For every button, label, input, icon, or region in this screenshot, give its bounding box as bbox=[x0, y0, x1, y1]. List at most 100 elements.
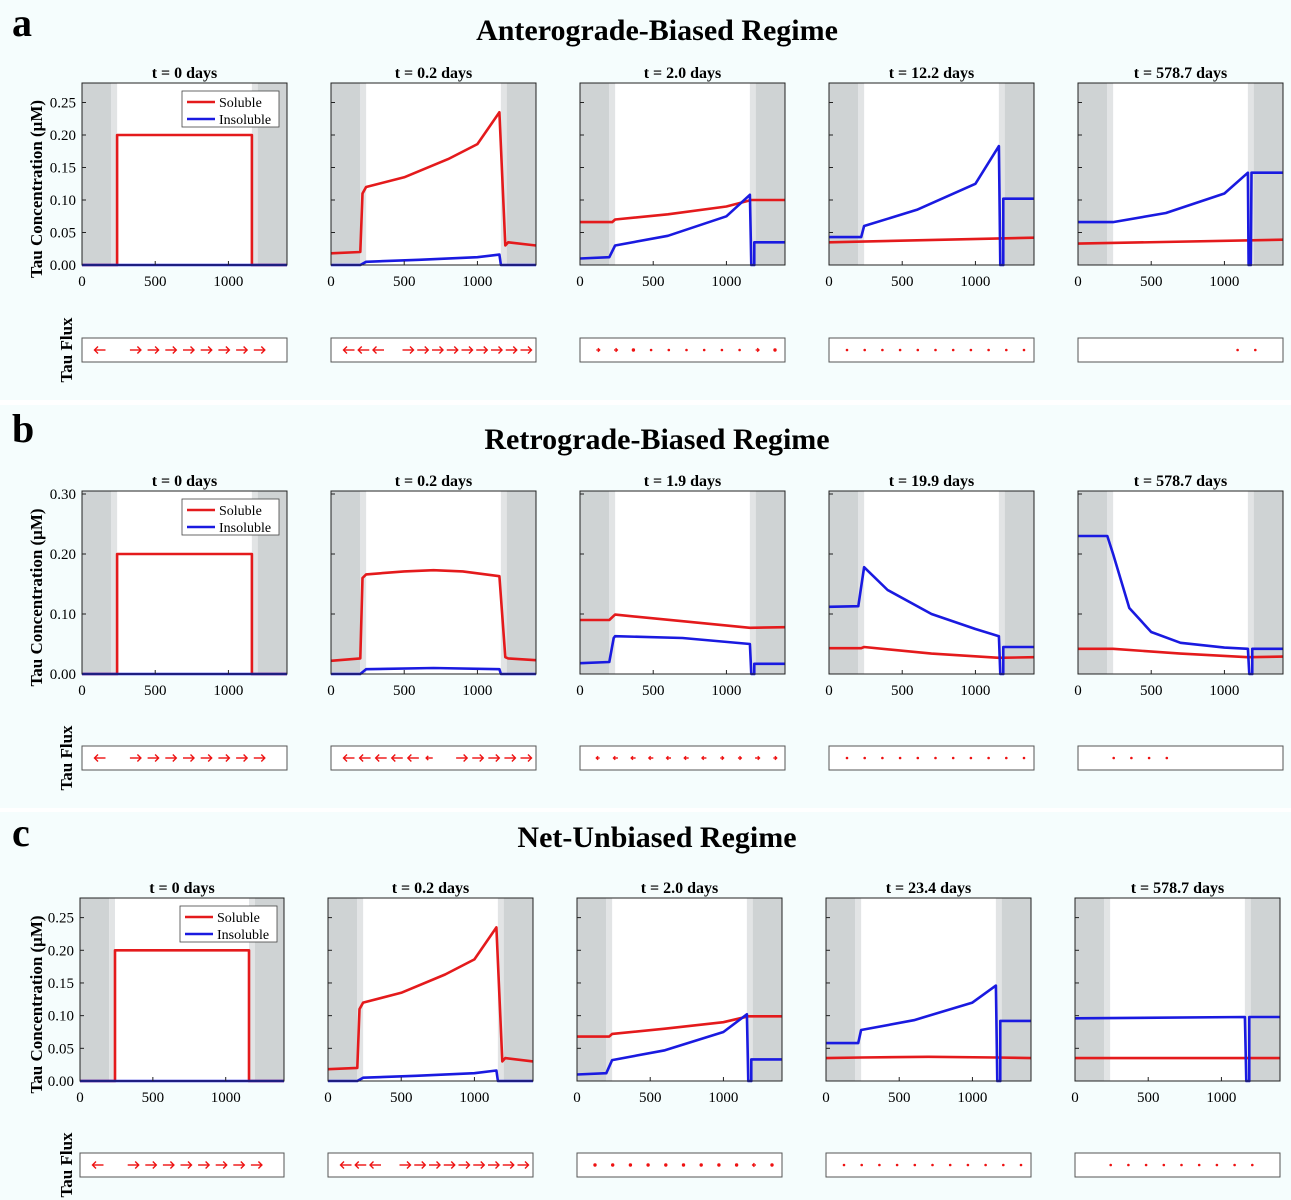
x-tick-label: 0 bbox=[78, 683, 86, 699]
flux-arrow-head bbox=[480, 1161, 486, 1169]
flux-arrow-head bbox=[511, 754, 517, 762]
flux-dot bbox=[667, 348, 671, 352]
flux-arrow-head bbox=[243, 754, 249, 762]
left-transition-region bbox=[609, 83, 616, 265]
flux-arrow-head bbox=[424, 346, 430, 354]
flux-dot bbox=[593, 1163, 597, 1167]
subplot: t = 12.2 days 0 500 1000 bbox=[825, 65, 1035, 363]
axes-frame bbox=[330, 490, 537, 675]
flux-dot bbox=[611, 1163, 615, 1167]
right-shade-region bbox=[752, 898, 782, 1081]
flux-dot bbox=[685, 348, 688, 352]
flux-arrow-head bbox=[647, 755, 652, 761]
left-transition-region bbox=[609, 491, 616, 674]
x-tick-label: 500 bbox=[888, 1090, 911, 1106]
flux-box bbox=[579, 337, 786, 363]
legend-box bbox=[181, 498, 280, 536]
flux-arrow-head bbox=[597, 347, 601, 353]
right-transition-region bbox=[746, 898, 753, 1081]
x-tick-label: 0 bbox=[78, 274, 86, 290]
insoluble-line bbox=[328, 1069, 533, 1083]
flux-strip bbox=[825, 1152, 1032, 1178]
x-tick-label: 500 bbox=[891, 683, 914, 699]
flux-arrow-head bbox=[136, 754, 142, 762]
insoluble-line bbox=[1078, 534, 1283, 676]
flux-arrow-head bbox=[595, 755, 599, 761]
y-axis-label: Tau Concentration (μM) bbox=[27, 915, 46, 1093]
flux-dot bbox=[681, 1163, 686, 1167]
flux-arrow-head bbox=[465, 1161, 471, 1169]
flux-strip bbox=[330, 745, 537, 771]
flux-strip bbox=[828, 337, 1035, 363]
subplot: t = 0.2 days 0 500 1000 bbox=[327, 65, 537, 363]
flux-dot bbox=[1144, 1163, 1148, 1167]
x-tick-label: 0 bbox=[825, 274, 833, 290]
subplot: t = 2.0 days 0 500 1000 bbox=[576, 65, 786, 363]
insoluble-line bbox=[1078, 171, 1283, 267]
flux-dot bbox=[1165, 756, 1169, 760]
x-tick-label: 500 bbox=[1140, 683, 1163, 699]
subplot-title: t = 578.7 days bbox=[1131, 880, 1225, 897]
x-tick-label: 500 bbox=[1137, 1090, 1160, 1106]
x-tick-label: 1000 bbox=[711, 683, 741, 699]
x-tick-label: 0 bbox=[576, 683, 584, 699]
flux-label: Tau Flux bbox=[57, 317, 76, 383]
right-transition-region bbox=[251, 83, 258, 265]
flux-arrow-head bbox=[439, 346, 444, 354]
flux-dot bbox=[1233, 1163, 1236, 1167]
subplot: t = 578.7 days 0 500 1000 bbox=[1071, 880, 1281, 1178]
regime-title: Net-Unbiased Regime bbox=[517, 821, 796, 854]
legend-entry: Insoluble bbox=[219, 113, 271, 128]
flux-dot bbox=[845, 756, 849, 760]
axes-frame bbox=[576, 897, 783, 1082]
flux-arrow-head bbox=[615, 347, 619, 353]
right-transition-region bbox=[500, 83, 507, 265]
x-tick-label: 0 bbox=[822, 1090, 830, 1106]
right-transition-region bbox=[497, 898, 504, 1081]
left-transition-region bbox=[1104, 898, 1111, 1081]
subplot-title: t = 2.0 days bbox=[641, 880, 719, 897]
flux-arrow-head bbox=[134, 1161, 140, 1169]
flux-dot bbox=[734, 1163, 739, 1167]
subplot-title: t = 1.9 days bbox=[644, 473, 722, 490]
left-transition-region bbox=[109, 898, 115, 1081]
flux-arrow-head bbox=[369, 1161, 374, 1169]
flux-dot bbox=[1215, 1163, 1219, 1167]
flux-arrow-head bbox=[527, 754, 533, 762]
flux-arrow-head bbox=[479, 754, 485, 762]
soluble-line bbox=[330, 111, 537, 255]
x-tick-label: 0 bbox=[324, 1090, 332, 1106]
left-transition-region bbox=[111, 83, 118, 265]
left-shade-region bbox=[829, 83, 859, 265]
x-tick-label: 1000 bbox=[957, 1090, 987, 1106]
panel-c: c Net-Unbiased Regime Tau Concentration (μ… bbox=[0, 810, 1291, 1200]
x-tick-label: 500 bbox=[639, 1090, 662, 1106]
insoluble-line bbox=[579, 193, 785, 267]
flux-dot bbox=[720, 348, 724, 352]
axes-frame bbox=[330, 82, 537, 266]
right-transition-region bbox=[749, 83, 756, 265]
flux-dot bbox=[717, 1163, 721, 1167]
flux-dot bbox=[1180, 1163, 1183, 1167]
flux-dot bbox=[845, 348, 849, 352]
flux-dot bbox=[628, 1163, 633, 1167]
x-tick-label: 0 bbox=[327, 274, 335, 290]
y-tick-label: 0.05 bbox=[48, 1041, 74, 1057]
flux-box bbox=[576, 1152, 783, 1178]
flux-arrow-head bbox=[225, 346, 231, 354]
x-tick-label: 1000 bbox=[1206, 1090, 1236, 1106]
right-shade-region bbox=[1250, 898, 1280, 1081]
flux-strip bbox=[579, 745, 786, 771]
soluble-line bbox=[829, 645, 1035, 660]
flux-arrow-head bbox=[152, 1161, 158, 1169]
flux-arrow-head bbox=[436, 1161, 441, 1169]
flux-dot bbox=[913, 1163, 917, 1167]
subplot-title: t = 0 days bbox=[152, 65, 218, 82]
legend-box bbox=[179, 905, 278, 943]
left-transition-region bbox=[1107, 491, 1114, 674]
right-transition-region bbox=[998, 491, 1005, 674]
left-shade-region bbox=[82, 83, 112, 265]
flux-dot bbox=[1002, 1163, 1005, 1167]
x-tick-label: 1000 bbox=[960, 274, 990, 290]
axes-frame bbox=[828, 82, 1035, 266]
